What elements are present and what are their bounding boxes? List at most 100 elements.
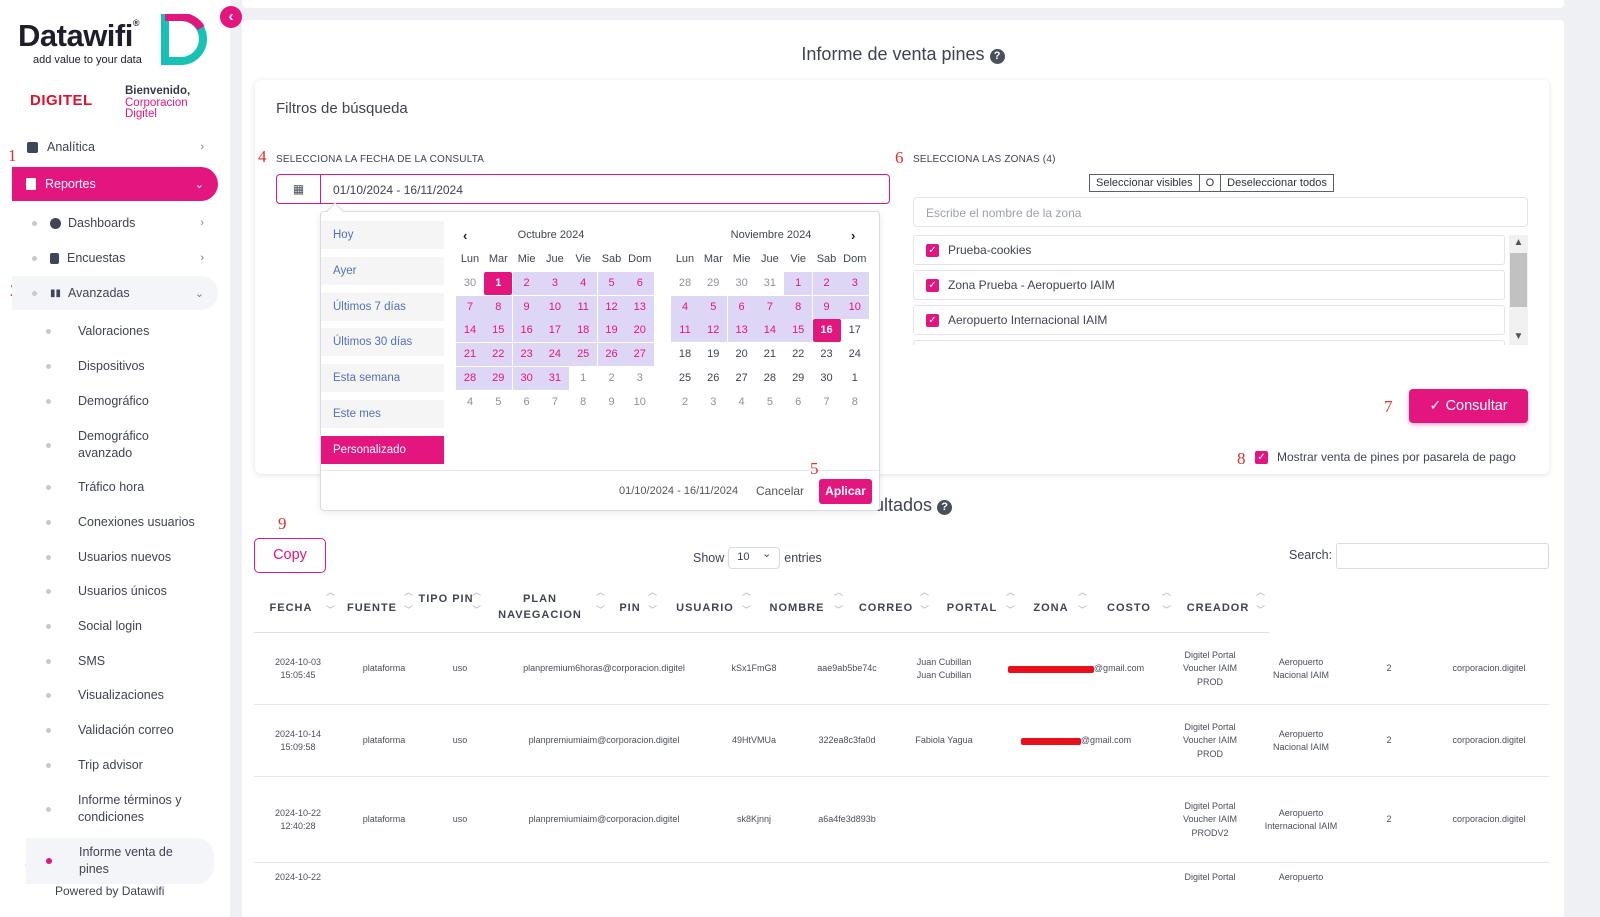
calendar-day[interactable]: 26 bbox=[707, 371, 720, 384]
scroll-up-icon[interactable]: ▲ bbox=[1513, 237, 1524, 248]
help-icon[interactable]: ? bbox=[937, 500, 953, 515]
calendar-day[interactable]: 28 bbox=[678, 277, 692, 289]
sort-icon[interactable]: ︿ ﹀ bbox=[834, 587, 844, 615]
date-range-input[interactable]: ▦ 01/10/2024 - 16/11/2024 bbox=[276, 174, 890, 204]
calendar-day[interactable]: 7 bbox=[755, 295, 784, 319]
calendar-day[interactable]: 10 bbox=[540, 295, 569, 319]
calendar-day[interactable]: 15 bbox=[484, 319, 513, 343]
calendar-day[interactable]: 31 bbox=[763, 277, 777, 289]
nav-dashboards[interactable]: Dashboards › bbox=[12, 206, 218, 240]
scroll-thumb[interactable] bbox=[1510, 253, 1527, 307]
calendar-day[interactable]: 2 bbox=[608, 371, 615, 384]
calendar-day[interactable]: 30 bbox=[735, 277, 748, 289]
checkbox-checked-icon[interactable]: ✓ bbox=[1255, 450, 1268, 464]
calendar-day[interactable]: 4 bbox=[569, 272, 598, 295]
calendar-day[interactable]: 7 bbox=[551, 395, 558, 408]
calendar-day[interactable]: 24 bbox=[848, 348, 861, 361]
calendar-day[interactable]: 4 bbox=[466, 395, 474, 408]
calendar-day[interactable]: 22 bbox=[484, 343, 513, 367]
sort-icon[interactable]: ︿ ﹀ bbox=[1078, 587, 1088, 615]
nav-visualizaciones[interactable]: Visualizaciones bbox=[46, 687, 206, 704]
calendar-day[interactable]: 27 bbox=[625, 343, 654, 367]
calendar-day[interactable]: 28 bbox=[456, 366, 484, 390]
deselect-all-button[interactable]: Deseleccionar todos bbox=[1227, 177, 1327, 189]
calendar-day[interactable]: 10 bbox=[840, 295, 869, 319]
search-input[interactable] bbox=[1336, 543, 1549, 569]
checkbox-checked-icon[interactable]: ✓ bbox=[926, 313, 939, 327]
nav-informe-venta-pines[interactable]: Informe venta de pines bbox=[26, 838, 214, 884]
range-este-mes[interactable]: Este mes bbox=[321, 400, 444, 428]
datawifi-logo[interactable]: Datawifi® add value to your data bbox=[18, 12, 213, 72]
column-header[interactable]: FECHA bbox=[269, 602, 313, 614]
calendar-day[interactable]: 6 bbox=[625, 272, 654, 295]
calendar-day[interactable]: 7 bbox=[456, 295, 484, 319]
nav-dispositivos[interactable]: Dispositivos bbox=[46, 358, 206, 375]
column-header[interactable]: USUARIO bbox=[676, 602, 734, 614]
checkbox-checked-icon[interactable]: ✓ bbox=[926, 243, 939, 257]
calendar-day[interactable]: 27 bbox=[735, 371, 748, 384]
calendar-day[interactable]: 5 bbox=[699, 295, 728, 319]
scroll-down-icon[interactable]: ▼ bbox=[1513, 331, 1524, 342]
calendar-day[interactable]: 17 bbox=[540, 319, 569, 343]
column-header[interactable]: NOMBRE bbox=[769, 602, 825, 614]
sort-icon[interactable]: ︿ ﹀ bbox=[648, 587, 658, 615]
column-header[interactable]: PLAN NAVEGACION bbox=[498, 593, 582, 621]
calendar-day[interactable]: 3 bbox=[540, 272, 569, 295]
calendar-day[interactable]: 11 bbox=[569, 295, 598, 319]
table-row[interactable]: 2024-10-22 Digitel Portal Aeropuerto bbox=[254, 863, 1549, 917]
checkbox-checked-icon[interactable]: ✓ bbox=[926, 278, 939, 292]
calendar-day[interactable]: 14 bbox=[755, 319, 784, 343]
calendar-day[interactable]: 3 bbox=[710, 395, 717, 408]
calendar-day[interactable]: 6 bbox=[795, 395, 802, 408]
nav-trafico-hora[interactable]: Tráfico hora bbox=[46, 479, 206, 496]
calendar-day[interactable]: 12 bbox=[699, 319, 728, 343]
calendar-day[interactable]: 5 bbox=[766, 395, 773, 408]
calendar-day[interactable]: 25 bbox=[678, 371, 692, 384]
calendar-day[interactable]: 5 bbox=[597, 272, 626, 295]
apply-button[interactable]: Aplicar bbox=[819, 479, 872, 504]
prev-month-icon[interactable]: ‹ bbox=[463, 228, 468, 243]
calendar-day[interactable]: 16 bbox=[812, 319, 841, 343]
nav-encuestas[interactable]: Encuestas › bbox=[12, 241, 218, 275]
nav-demografico-avanzado[interactable]: Demográfico avanzado bbox=[46, 428, 166, 462]
range-ayer[interactable]: Ayer bbox=[321, 257, 444, 285]
calendar-day[interactable]: 24 bbox=[540, 343, 569, 367]
table-row[interactable]: 2024-10-22 12:40:28 plataforma uso planprem… bbox=[254, 777, 1549, 863]
show-pasarela-option[interactable]: ✓ Mostrar venta de pines por pasarela de … bbox=[1255, 450, 1516, 464]
calendar-day[interactable]: 31 bbox=[540, 366, 569, 390]
sort-icon[interactable]: ︿ ﹀ bbox=[326, 587, 336, 615]
calendar-day[interactable]: 1 bbox=[484, 272, 513, 295]
nav-usuarios-nuevos[interactable]: Usuarios nuevos bbox=[46, 549, 206, 566]
copy-button[interactable]: Copy bbox=[254, 538, 326, 573]
nav-usuarios-unicos[interactable]: Usuarios únicos bbox=[46, 583, 206, 600]
entries-select[interactable]: 10 bbox=[728, 547, 781, 569]
calendar-day[interactable]: 25 bbox=[569, 343, 598, 367]
zone-search-input[interactable]: Escribe el nombre de la zona bbox=[913, 197, 1528, 227]
column-header[interactable]: CREADOR bbox=[1186, 602, 1250, 614]
nav-informe-terminos[interactable]: Informe términos y condiciones bbox=[46, 792, 196, 826]
calendar-day[interactable]: 6 bbox=[727, 295, 756, 319]
calendar-day[interactable]: 6 bbox=[523, 395, 530, 408]
nav-avanzadas[interactable]: ▮▮ Avanzadas ⌄ bbox=[12, 276, 218, 310]
calendar-day[interactable]: 19 bbox=[597, 319, 626, 343]
calendar-day[interactable]: 17 bbox=[848, 324, 861, 337]
sort-icon[interactable]: ︿ ﹀ bbox=[742, 587, 752, 615]
sort-icon[interactable]: ︿ ﹀ bbox=[596, 587, 606, 615]
calendar-day[interactable]: 30 bbox=[463, 277, 477, 289]
nav-demografico[interactable]: Demográfico bbox=[46, 393, 206, 410]
calendar-day[interactable]: 15 bbox=[784, 319, 813, 343]
calendar-day[interactable]: 29 bbox=[707, 277, 720, 289]
calendar-day[interactable]: 19 bbox=[707, 348, 720, 361]
calendar-day[interactable]: 22 bbox=[792, 348, 805, 361]
nav-validacion-correo[interactable]: Validación correo bbox=[46, 722, 206, 739]
range-hoy[interactable]: Hoy bbox=[321, 221, 444, 249]
calendar-day[interactable]: 7 bbox=[823, 395, 830, 408]
consultar-button[interactable]: ✓ Consultar bbox=[1409, 389, 1528, 423]
calendar-day[interactable]: 4 bbox=[738, 395, 745, 408]
calendar-day[interactable]: 30 bbox=[512, 366, 541, 390]
range-esta-semana[interactable]: Esta semana bbox=[321, 364, 444, 392]
column-header[interactable]: CORREO bbox=[858, 602, 914, 614]
sort-icon[interactable]: ︿ ﹀ bbox=[920, 587, 930, 615]
nav-trip-advisor[interactable]: Trip advisor bbox=[46, 757, 206, 774]
next-month-icon[interactable]: › bbox=[851, 228, 856, 243]
